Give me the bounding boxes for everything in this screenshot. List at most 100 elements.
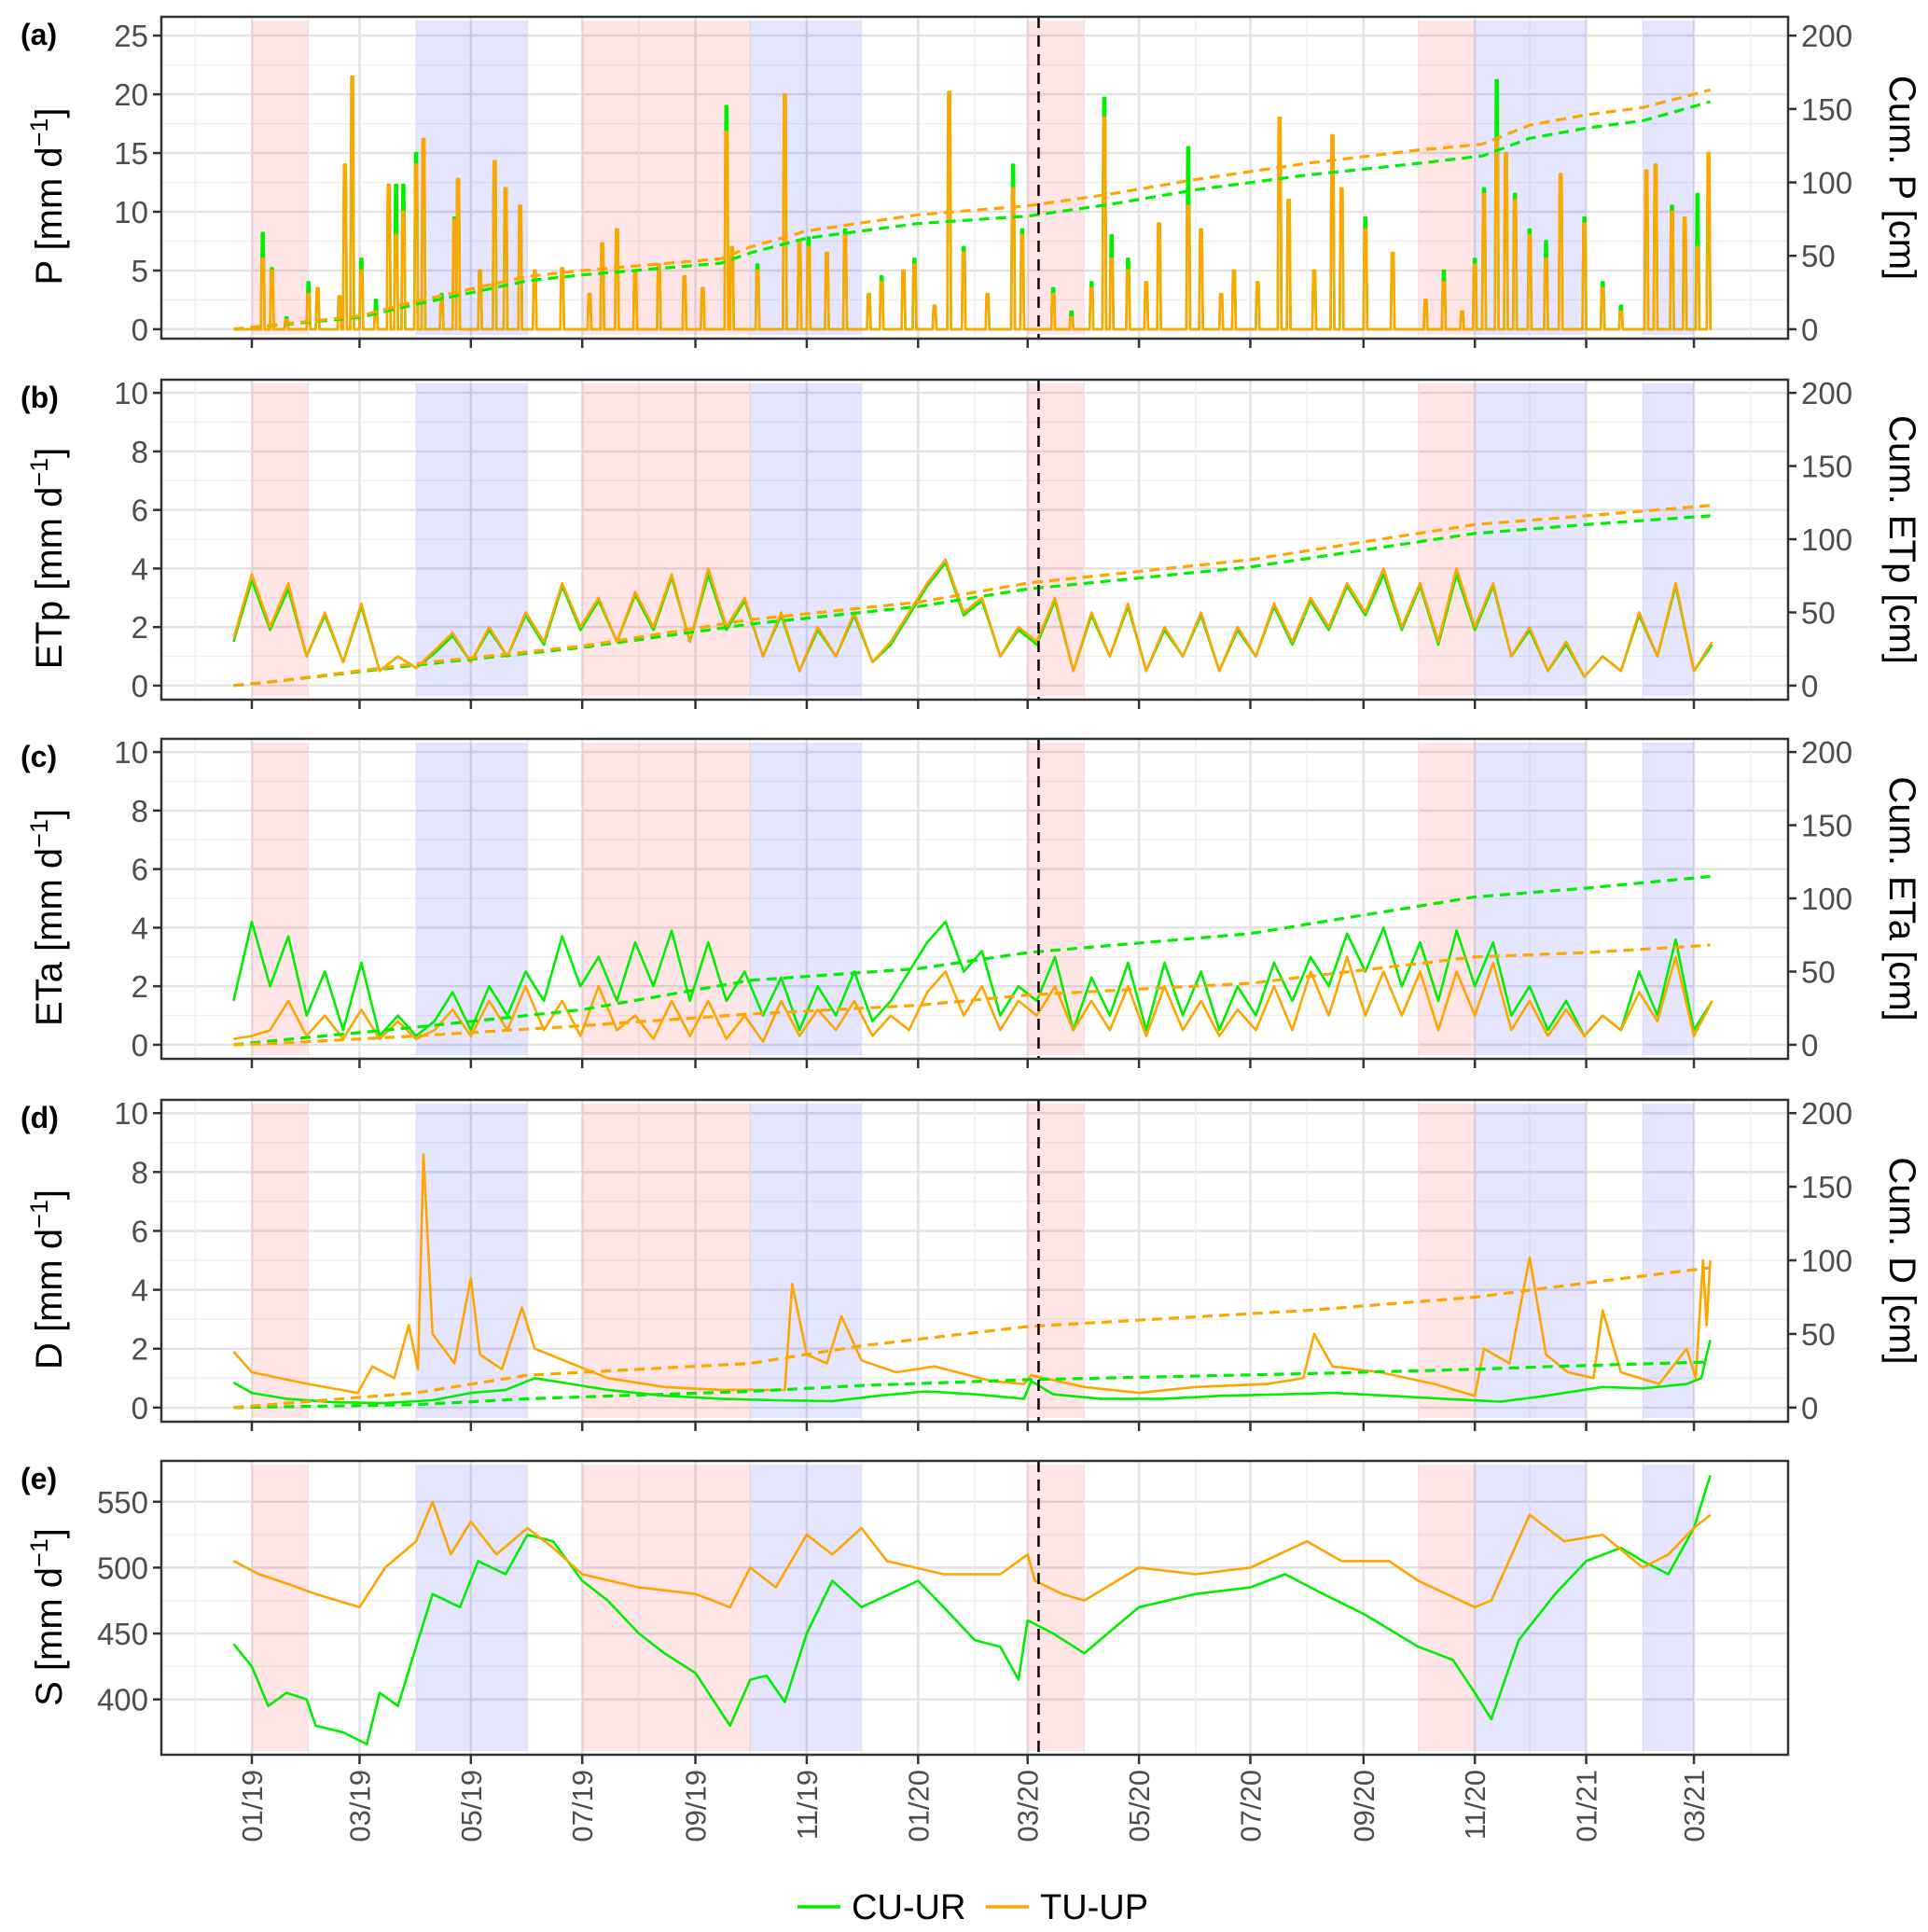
y2-tick-label: 100: [1801, 882, 1852, 916]
series-line-tu-up: [234, 75, 1712, 331]
y-tick-label: 6: [132, 493, 148, 528]
y-axis-title: ETa [mm d−1]: [25, 809, 70, 1026]
shaded-period-red: [1027, 1104, 1085, 1418]
shaded-period-red: [252, 1104, 309, 1418]
y2-tick-label: 200: [1801, 1096, 1852, 1131]
y2-tick-label: 200: [1801, 735, 1852, 770]
series-line-tu-up: [232, 558, 1713, 678]
y-tick-label: 6: [132, 1214, 148, 1248]
shaded-period-red: [582, 1465, 751, 1751]
legend: CU-UR TU-UP: [798, 1888, 1148, 1927]
y2-tick-label: 150: [1801, 92, 1852, 127]
y2-tick-label: 50: [1801, 954, 1836, 989]
y-axis-title-exponent: −1: [25, 118, 53, 147]
y-tick-label: 8: [132, 435, 148, 469]
shaded-period-blue: [750, 1104, 862, 1418]
y-axis-title-text: P [mm d: [29, 146, 70, 285]
x-axis-labels: 01/19 03/19 05/19 07/19 09/19 11/19 01/20 03/20…: [236, 1770, 1711, 1842]
x-tick-label: 03/19: [343, 1770, 376, 1842]
shaded-period-red: [252, 383, 309, 696]
y-tick-label: 400: [97, 1683, 148, 1717]
y-axis-title: S [mm d−1]: [25, 1528, 70, 1706]
shaded-period-blue: [416, 21, 528, 335]
shaded-period-red: [1418, 1465, 1476, 1751]
panel-e: 400 450 500 550 (e) S [mm d−1]: [21, 1459, 1790, 1764]
cumulative-line-tu-up: [233, 1266, 1711, 1410]
y-axis-title-text: ETp [mm d: [29, 487, 70, 670]
shaded-period-blue: [416, 1104, 528, 1418]
y-tick-label: 500: [97, 1550, 148, 1585]
y-tick-label: 2: [132, 1332, 148, 1367]
y2-tick-label: 200: [1801, 19, 1852, 53]
y-tick-label: 4: [132, 910, 148, 945]
panel-label: (b): [21, 381, 59, 414]
y-tick-label: 550: [97, 1485, 148, 1520]
cumulative-line-cu-ur: [233, 1360, 1711, 1410]
y2-axis-title: Cum. P [cm]: [1881, 76, 1922, 280]
shaded-period-red: [1027, 383, 1085, 696]
y-axis-title-bracket: ]: [29, 1528, 70, 1538]
legend-label: TU-UP: [1040, 1888, 1148, 1927]
series-line-tu-up: [232, 1500, 1712, 1609]
panel-border: [160, 1459, 1790, 1757]
y-axis-title-text: ETa [mm d: [29, 848, 70, 1026]
x-tick-label: 07/19: [566, 1770, 599, 1842]
y-tick-label: 8: [132, 1155, 148, 1189]
y-axis-title-exponent: −1: [25, 1538, 53, 1567]
shaded-period-blue: [416, 383, 528, 696]
y-tick-label: 10: [114, 195, 148, 229]
shaded-period-blue: [416, 743, 528, 1055]
x-tick-label: 05/20: [1123, 1770, 1156, 1842]
cumulative-line-tu-up: [233, 504, 1711, 688]
y-tick-label: 10: [114, 376, 148, 410]
y-tick-label: 6: [132, 853, 148, 887]
cumulative-line-tu-up: [233, 943, 1711, 1047]
shaded-period-blue: [750, 1465, 862, 1751]
y2-tick-label: 0: [1801, 669, 1818, 703]
y-tick-label: 20: [114, 77, 148, 112]
panel-border: [160, 15, 1790, 341]
shaded-period-blue: [1643, 1465, 1695, 1751]
x-tick-label: 07/20: [1234, 1770, 1267, 1842]
series-line-cu-ur: [232, 1475, 1712, 1745]
y-axis-title-exponent: −1: [25, 458, 53, 487]
shaded-period-blue: [1643, 383, 1695, 696]
shaded-period-red: [252, 743, 309, 1055]
y2-tick-label: 0: [1801, 1391, 1818, 1425]
shaded-period-red: [1418, 743, 1476, 1055]
y2-tick-label: 50: [1801, 1317, 1836, 1352]
y-tick-label: 10: [114, 735, 148, 770]
panel-label: (e): [21, 1462, 57, 1495]
y2-tick-label: 100: [1801, 166, 1852, 201]
y2-axis-title: Cum. D [cm]: [1881, 1157, 1922, 1364]
y-axis-title-bracket: ]: [29, 1189, 70, 1200]
panel-a: 0 5 10 15 20 25 0 50 100 150 200 (a) P [mm d−1] Cum. …: [21, 15, 1922, 348]
series-line-tu-up: [232, 1153, 1712, 1397]
y-axis-title-bracket: ]: [29, 809, 70, 819]
shaded-period-blue: [416, 1465, 528, 1751]
y2-tick-label: 0: [1801, 313, 1818, 347]
x-tick-label: 11/20: [1459, 1770, 1491, 1840]
y2-tick-label: 150: [1801, 809, 1852, 843]
x-tick-label: 01/21: [1571, 1770, 1603, 1842]
y2-tick-label: 50: [1801, 239, 1836, 273]
y-tick-label: 5: [132, 254, 148, 288]
shaded-period-red: [582, 743, 751, 1055]
y-tick-label: 2: [132, 969, 148, 1004]
cumulative-line-cu-ur: [233, 100, 1712, 331]
cumulative-line-tu-up: [233, 88, 1712, 331]
y2-tick-label: 150: [1801, 1170, 1852, 1204]
y-tick-label: 0: [132, 313, 148, 347]
y2-tick-label: 150: [1801, 450, 1852, 484]
y-tick-label: 2: [132, 610, 148, 645]
y-axis-title-text: D [mm d: [29, 1229, 70, 1369]
x-tick-label: 01/20: [902, 1770, 935, 1842]
shaded-period-red: [1027, 21, 1085, 335]
shaded-period-blue: [1475, 1465, 1587, 1751]
y2-axis-title: Cum. ETa [cm]: [1881, 776, 1922, 1021]
x-tick-label: 01/19: [236, 1770, 269, 1842]
y-tick-label: 8: [132, 794, 148, 828]
shaded-period-red: [1418, 1104, 1476, 1418]
